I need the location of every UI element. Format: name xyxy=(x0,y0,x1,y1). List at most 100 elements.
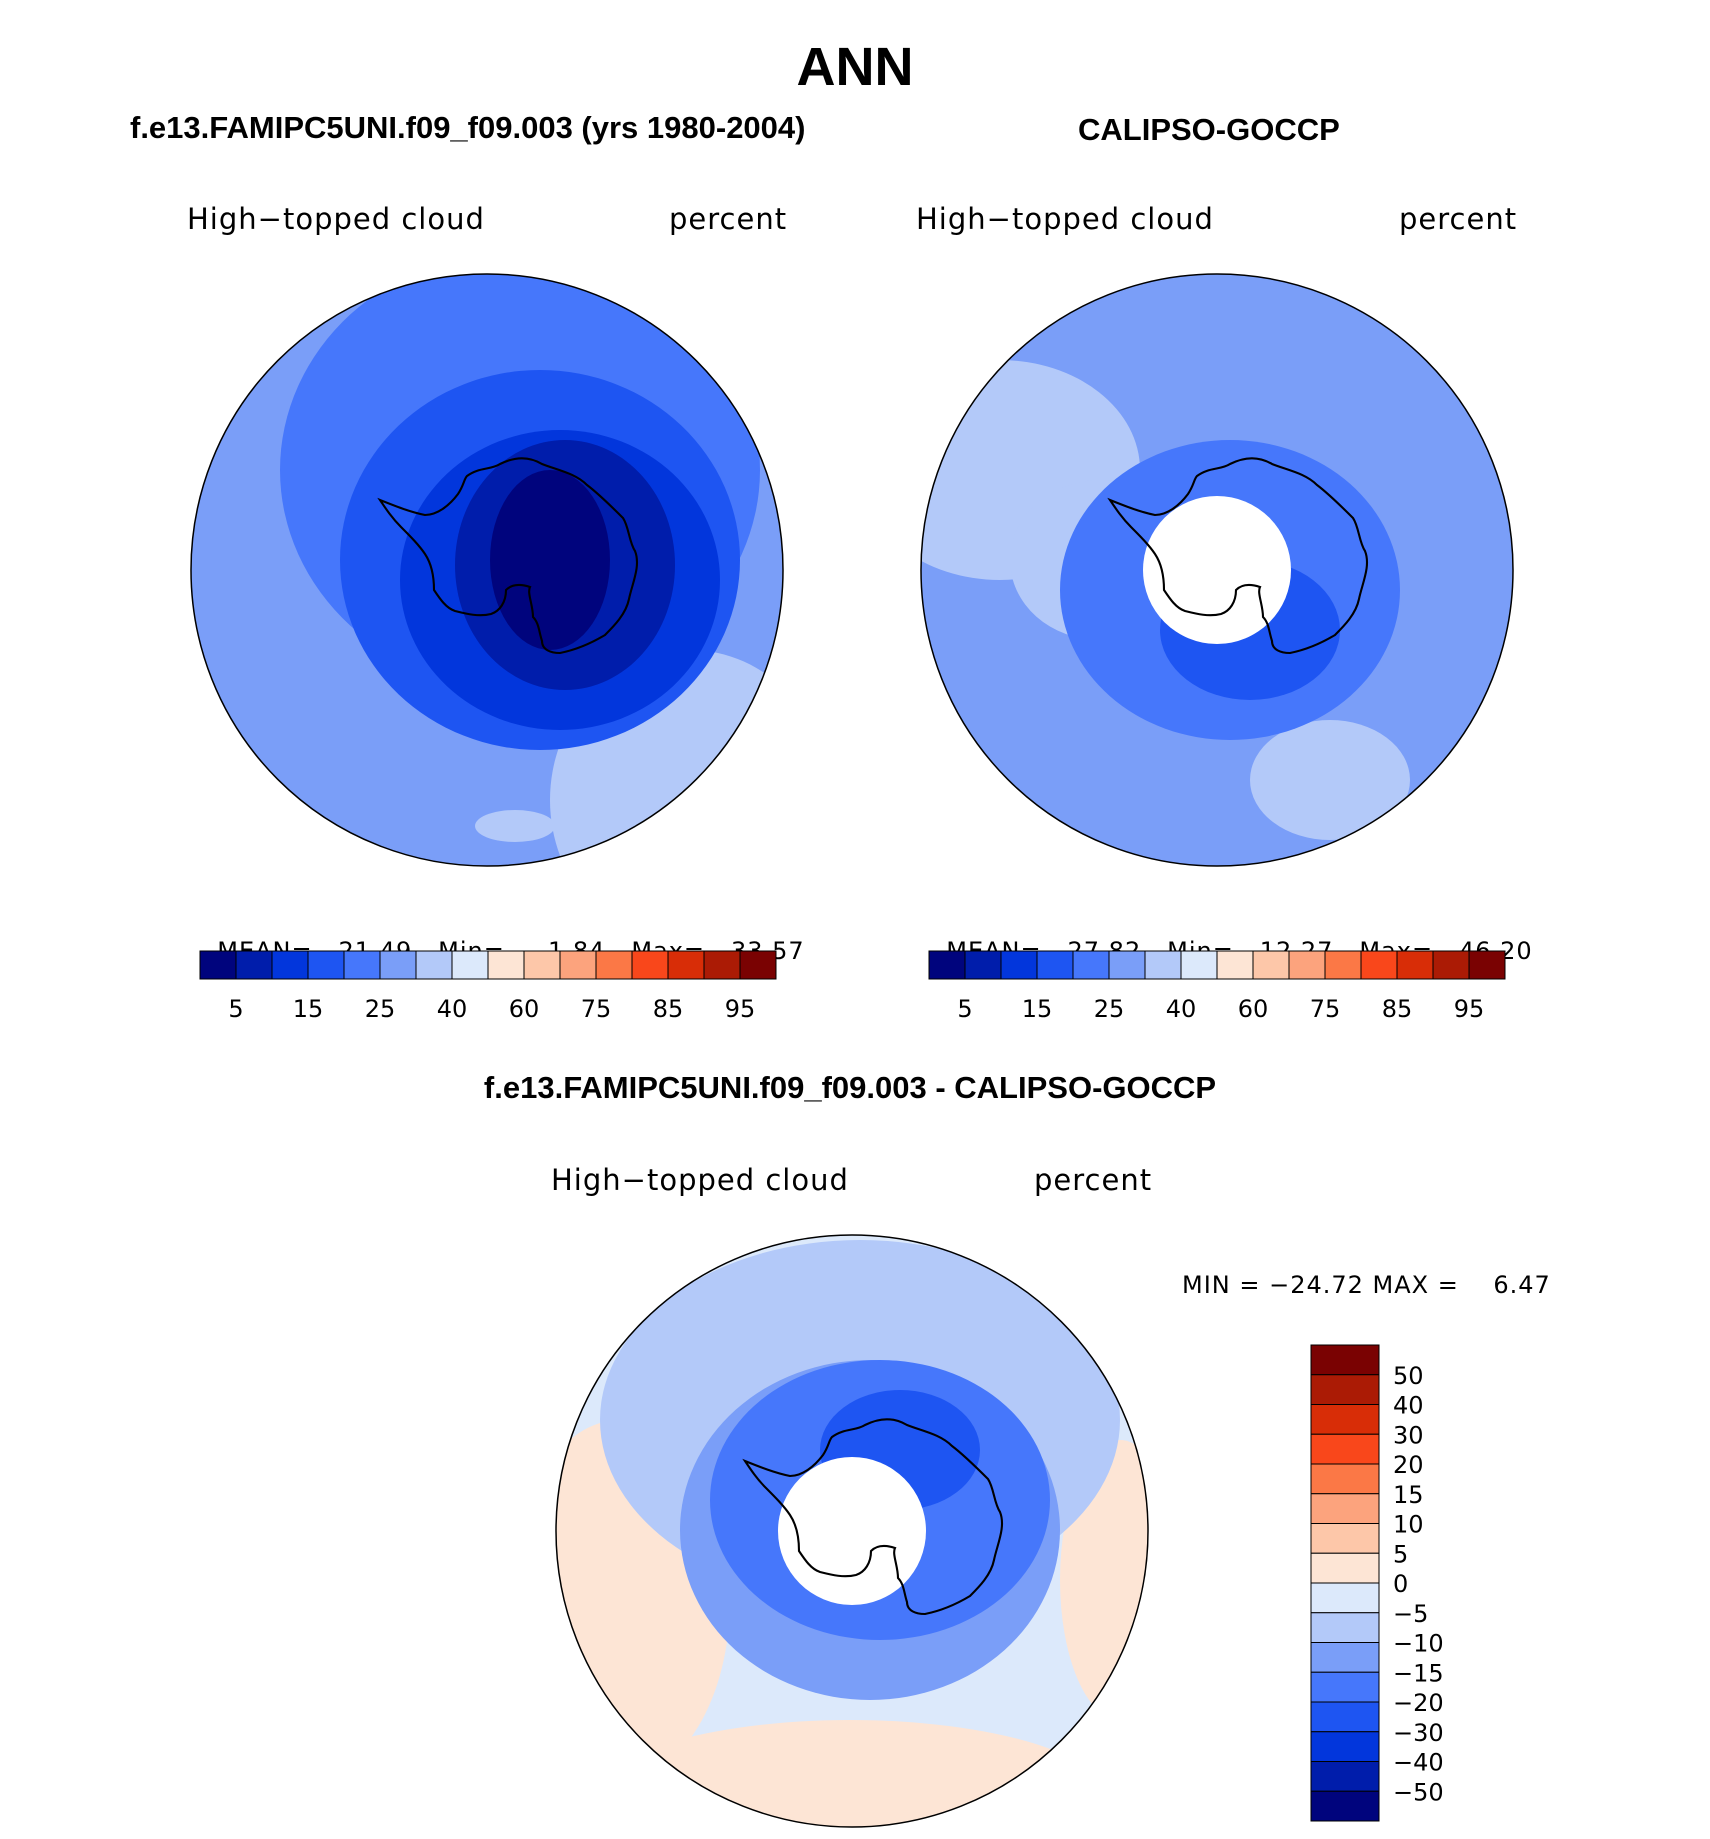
obs-colorbar-swatch-2 xyxy=(1000,950,1038,980)
diff-colorbar-tick-label-2: 30 xyxy=(1393,1421,1424,1449)
model-colorbar-tick-label-2: 25 xyxy=(365,995,396,1023)
model-colorbar: 5 15 25 40 60 75 85 95 xyxy=(199,950,777,1023)
diff-colorbar-swatch-5 xyxy=(1310,1493,1380,1524)
model-map xyxy=(190,273,784,867)
obs-colorbar-swatch-13 xyxy=(1396,950,1434,980)
obs-colorbar-swatch-11 xyxy=(1324,950,1362,980)
obs-colorbar-swatch-8 xyxy=(1216,950,1254,980)
diff-stats: MIN = −24.72 MAX = 6.47 xyxy=(1182,1271,1551,1299)
model-colorbar-tick-label-1: 15 xyxy=(293,995,324,1023)
model-colorbar-swatch-4 xyxy=(343,950,381,980)
diff-colorbar-swatch-10 xyxy=(1310,1642,1380,1673)
model-colorbar-swatch-10 xyxy=(559,950,597,980)
model-colorbar-swatch-14 xyxy=(703,950,741,980)
diff-colorbar-swatch-2 xyxy=(1310,1404,1380,1435)
diff-colorbar-swatch-7 xyxy=(1310,1552,1380,1584)
diff-variable-label: High−topped cloud xyxy=(551,1163,849,1197)
obs-field-light-south xyxy=(1250,720,1410,840)
diff-colorbar-tick-label-4: 15 xyxy=(1393,1481,1424,1509)
model-colorbar-swatch-7 xyxy=(451,950,489,980)
obs-colorbar-tick-label-4: 60 xyxy=(1238,995,1269,1023)
obs-colorbar-swatch-10 xyxy=(1288,950,1326,980)
model-map-border xyxy=(190,273,784,867)
diff-colorbar-swatch-6 xyxy=(1310,1523,1380,1554)
diff-colorbar-swatch-13 xyxy=(1310,1731,1380,1762)
obs-map-border xyxy=(920,273,1514,867)
diff-colorbar-tick-label-12: −30 xyxy=(1393,1719,1444,1747)
obs-colorbar-swatch-9 xyxy=(1252,950,1290,980)
obs-colorbar-tick-label-7: 95 xyxy=(1454,995,1485,1023)
diff-panel-subtitle: f.e13.FAMIPC5UNI.f09_f09.003 - CALIPSO-G… xyxy=(483,1070,1217,1105)
obs-colorbar-swatch-12 xyxy=(1360,950,1398,980)
diff-colorbar-swatch-1 xyxy=(1310,1374,1380,1405)
diff-colorbar-tick-label-0: 50 xyxy=(1393,1362,1424,1390)
diff-colorbar-tick-label-10: −15 xyxy=(1393,1659,1444,1687)
diff-units-label: percent xyxy=(1034,1163,1153,1197)
diff-colorbar-tick-label-3: 20 xyxy=(1393,1451,1424,1479)
diff-colorbar-swatch-0 xyxy=(1310,1344,1380,1376)
model-colorbar-swatch-3 xyxy=(307,950,345,980)
obs-colorbar-swatch-15 xyxy=(1468,950,1506,980)
diff-missing-data-hole xyxy=(778,1457,926,1605)
model-colorbar-swatch-9 xyxy=(523,950,561,980)
diff-colorbar-swatch-15 xyxy=(1310,1790,1380,1822)
diff-colorbar-tick-label-14: −50 xyxy=(1393,1778,1444,1806)
diff-colorbar-swatch-11 xyxy=(1310,1671,1380,1703)
model-colorbar-tick-label-5: 75 xyxy=(581,995,612,1023)
obs-colorbar-swatch-6 xyxy=(1144,950,1182,980)
obs-units-label: percent xyxy=(1399,202,1518,236)
obs-colorbar-tick-label-6: 85 xyxy=(1382,995,1413,1023)
model-colorbar-swatch-13 xyxy=(667,950,705,980)
model-colorbar-swatch-2 xyxy=(271,950,309,980)
diff-colorbar-tick-label-11: −20 xyxy=(1393,1689,1444,1717)
obs-colorbar-tick-label-3: 40 xyxy=(1166,995,1197,1023)
obs-colorbar: 5 15 25 40 60 75 85 95 xyxy=(928,950,1506,1023)
model-colorbar-tick-label-4: 60 xyxy=(509,995,540,1023)
model-field-patch xyxy=(475,810,555,842)
diff-colorbar-tick-label-5: 10 xyxy=(1393,1511,1424,1539)
diff-field-positive-east xyxy=(1060,1440,1148,1720)
diff-colorbar-tick-label-6: 5 xyxy=(1393,1540,1408,1568)
diff-colorbar-swatch-4 xyxy=(1310,1463,1380,1495)
model-colorbar-swatch-11 xyxy=(595,950,633,980)
obs-colorbar-tick-label-5: 75 xyxy=(1310,995,1341,1023)
model-colorbar-swatch-1 xyxy=(235,950,273,980)
diff-map-border xyxy=(555,1234,1149,1828)
obs-colorbar-swatch-14 xyxy=(1432,950,1470,980)
model-colorbar-swatch-5 xyxy=(379,950,417,980)
diff-colorbar-swatch-9 xyxy=(1310,1612,1380,1643)
model-field-band-min xyxy=(490,470,610,650)
diff-colorbar-swatch-12 xyxy=(1310,1701,1380,1733)
diff-colorbar-tick-label-1: 40 xyxy=(1393,1392,1424,1420)
model-colorbar-swatch-8 xyxy=(487,950,525,980)
model-colorbar-tick-label-3: 40 xyxy=(437,995,468,1023)
model-colorbar-tick-label-0: 5 xyxy=(228,995,243,1023)
obs-colorbar-swatch-5 xyxy=(1108,950,1146,980)
obs-colorbar-swatch-3 xyxy=(1036,950,1074,980)
obs-colorbar-tick-label-0: 5 xyxy=(957,995,972,1023)
diff-colorbar-tick-label-7: 0 xyxy=(1393,1570,1408,1598)
diff-colorbar-swatch-3 xyxy=(1310,1433,1380,1465)
diff-colorbar-tick-label-8: −5 xyxy=(1393,1600,1428,1628)
model-colorbar-swatch-12 xyxy=(631,950,669,980)
diff-colorbar-tick-label-13: −40 xyxy=(1393,1749,1444,1777)
model-panel-subtitle: f.e13.FAMIPC5UNI.f09_f09.003 (yrs 1980-2… xyxy=(130,110,806,145)
obs-panel-subtitle: CALIPSO-GOCCP xyxy=(1078,112,1340,147)
model-colorbar-tick-label-6: 85 xyxy=(653,995,684,1023)
obs-map xyxy=(920,273,1514,867)
diff-field-positive-south xyxy=(590,1720,1110,1827)
model-variable-label: High−topped cloud xyxy=(187,202,485,236)
obs-colorbar-swatch-0 xyxy=(928,950,966,980)
obs-variable-label: High−topped cloud xyxy=(916,202,1214,236)
model-units-label: percent xyxy=(669,202,788,236)
diff-colorbar-tick-label-9: −10 xyxy=(1393,1630,1444,1658)
model-colorbar-swatch-6 xyxy=(415,950,453,980)
diff-colorbar-swatch-14 xyxy=(1310,1761,1380,1792)
diff-map xyxy=(555,1234,1149,1828)
figure-title: ANN xyxy=(796,37,914,97)
model-colorbar-swatch-15 xyxy=(739,950,777,980)
obs-missing-data-hole xyxy=(1143,496,1291,644)
obs-colorbar-swatch-1 xyxy=(964,950,1002,980)
